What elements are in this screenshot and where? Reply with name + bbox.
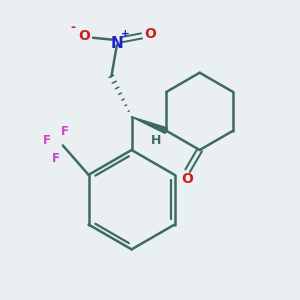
Polygon shape (132, 117, 167, 134)
Text: F: F (61, 125, 69, 138)
Text: -: - (70, 21, 75, 34)
Text: H: H (151, 134, 161, 148)
Text: F: F (43, 134, 51, 148)
Text: +: + (121, 29, 129, 39)
Text: N: N (110, 36, 123, 51)
Text: O: O (182, 172, 194, 186)
Text: O: O (78, 29, 90, 43)
Text: O: O (144, 27, 156, 41)
Text: F: F (51, 152, 59, 165)
